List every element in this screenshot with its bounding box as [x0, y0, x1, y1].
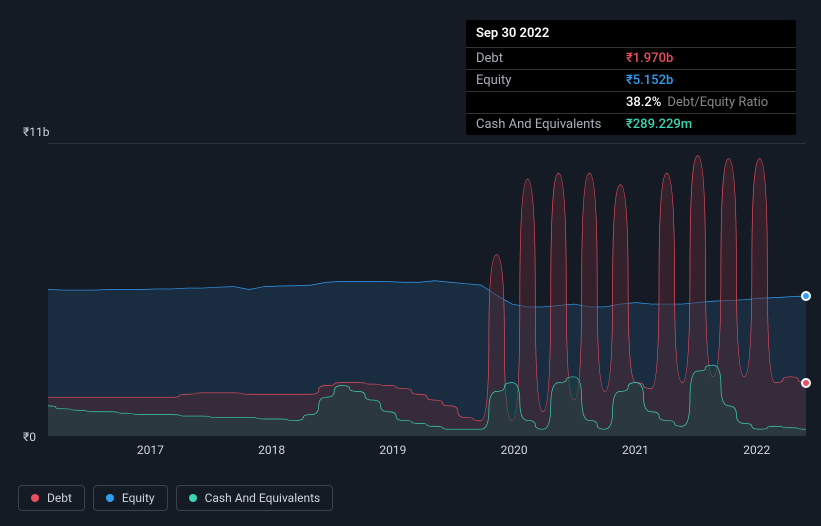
x-axis-label: 2018	[258, 443, 285, 457]
legend-label: Debt	[47, 491, 72, 505]
legend: Debt Equity Cash And Equivalents	[18, 485, 333, 511]
tooltip-value: 38.2%Debt/Equity Ratio	[626, 95, 786, 110]
tooltip-row: Debt₹1.970b	[466, 48, 796, 70]
tooltip-row: Equity₹5.152b	[466, 70, 796, 92]
tooltip-row: 38.2%Debt/Equity Ratio	[466, 92, 796, 114]
y-axis-top-label: ₹11b	[23, 125, 49, 139]
tooltip-extra: Debt/Equity Ratio	[667, 95, 768, 110]
chart-area: ₹11b ₹0 2017 2018 2019 2020 2021 2022	[18, 125, 806, 466]
x-axis-label: 2019	[379, 443, 406, 457]
x-axis-label: 2020	[501, 443, 528, 457]
legend-label: Equity	[122, 491, 155, 505]
tooltip-value: ₹1.970b	[626, 51, 786, 66]
x-axis-label: 2021	[622, 443, 649, 457]
plot	[48, 143, 806, 436]
cash-series	[48, 144, 806, 435]
x-axis-label: 2022	[743, 443, 770, 457]
tooltip-date: Sep 30 2022	[466, 20, 796, 48]
tooltip-value: ₹5.152b	[626, 73, 786, 88]
series-end-marker	[801, 291, 811, 301]
x-axis-label: 2017	[137, 443, 164, 457]
legend-item[interactable]: Debt	[18, 485, 85, 511]
legend-swatch	[189, 494, 197, 502]
legend-swatch	[31, 494, 39, 502]
series-end-marker	[801, 378, 811, 388]
legend-label: Cash And Equivalents	[205, 491, 321, 505]
tooltip-label	[476, 95, 626, 110]
y-axis-bottom-label: ₹0	[23, 430, 36, 444]
tooltip-label: Debt	[476, 51, 626, 66]
tooltip-label: Equity	[476, 73, 626, 88]
legend-item[interactable]: Equity	[93, 485, 168, 511]
tooltip: Sep 30 2022 Debt₹1.970bEquity₹5.152b38.2…	[466, 20, 796, 135]
x-axis: 2017 2018 2019 2020 2021 2022	[48, 443, 806, 461]
legend-swatch	[106, 494, 114, 502]
legend-item[interactable]: Cash And Equivalents	[176, 485, 334, 511]
